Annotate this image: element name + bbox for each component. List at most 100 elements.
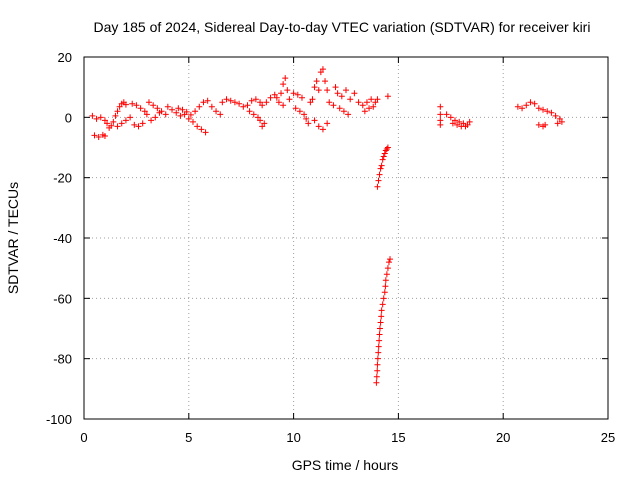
data-point xyxy=(384,265,391,272)
data-point xyxy=(382,277,389,284)
data-point xyxy=(443,111,450,118)
data-point xyxy=(208,103,215,110)
data-point xyxy=(219,99,226,106)
data-point xyxy=(373,373,380,380)
data-point xyxy=(139,120,146,127)
data-point xyxy=(162,111,169,118)
y-tick-labels: -100 -80 -60 -40 -20 0 20 xyxy=(46,50,72,427)
data-point xyxy=(198,126,205,133)
data-point xyxy=(122,101,129,108)
data-point xyxy=(381,150,388,157)
data-point xyxy=(290,90,297,97)
data-point xyxy=(164,103,171,110)
data-point xyxy=(552,112,559,119)
data-point xyxy=(246,108,253,115)
data-point xyxy=(376,331,383,338)
data-point xyxy=(217,111,224,118)
data-point xyxy=(141,108,148,115)
data-point xyxy=(169,106,176,113)
data-point xyxy=(104,120,111,127)
data-point xyxy=(257,117,264,124)
data-point xyxy=(319,126,326,133)
data-point xyxy=(257,99,264,106)
data-point xyxy=(271,91,278,98)
x-tick-label: 20 xyxy=(496,430,510,445)
data-point xyxy=(374,355,381,362)
data-point xyxy=(112,112,119,119)
data-point xyxy=(261,120,268,127)
data-point xyxy=(383,271,390,278)
data-point xyxy=(373,379,380,386)
data-point xyxy=(148,117,155,124)
x-tick-label: 10 xyxy=(286,430,300,445)
y-tick-label: -80 xyxy=(53,352,72,367)
data-point xyxy=(380,153,387,160)
data-point xyxy=(196,103,203,110)
data-point xyxy=(540,106,547,113)
data-point xyxy=(91,132,98,139)
data-point xyxy=(379,301,386,308)
data-point xyxy=(376,171,383,178)
data-point xyxy=(315,87,322,94)
data-point xyxy=(519,105,526,112)
data-point xyxy=(372,99,379,106)
data-point xyxy=(101,117,108,124)
data-point xyxy=(375,177,382,184)
data-point xyxy=(231,99,238,106)
data-point xyxy=(114,123,121,130)
data-point xyxy=(460,120,467,127)
data-point xyxy=(179,106,186,113)
y-axis-label: SDTVAR / TECUs xyxy=(5,182,21,294)
data-point xyxy=(267,94,274,101)
data-point xyxy=(185,115,192,122)
data-point xyxy=(173,109,180,116)
data-point xyxy=(351,90,358,97)
data-point xyxy=(93,115,100,122)
data-point xyxy=(319,66,326,73)
data-point xyxy=(437,111,444,118)
data-point xyxy=(108,122,115,129)
data-point xyxy=(133,102,140,109)
data-point xyxy=(378,307,385,314)
data-point xyxy=(240,103,247,110)
data-point xyxy=(535,105,542,112)
data-point xyxy=(252,96,259,103)
data-point xyxy=(292,105,299,112)
data-point xyxy=(294,91,301,98)
data-point xyxy=(156,109,163,116)
data-point xyxy=(382,283,389,290)
data-point xyxy=(154,105,161,112)
data-point xyxy=(280,102,287,109)
data-point xyxy=(359,102,366,109)
data-point xyxy=(458,123,465,130)
data-point xyxy=(200,99,207,106)
data-point xyxy=(343,87,349,94)
data-point xyxy=(116,103,123,110)
data-point xyxy=(129,100,136,107)
x-tick-label: 0 xyxy=(80,430,87,445)
data-point xyxy=(152,114,159,121)
data-point xyxy=(145,99,152,106)
data-point xyxy=(301,111,308,118)
data-point xyxy=(254,114,261,121)
data-point xyxy=(456,118,463,125)
data-point xyxy=(345,111,352,118)
data-point xyxy=(379,156,386,163)
data-point xyxy=(194,123,201,130)
data-point xyxy=(248,97,255,104)
data-point xyxy=(250,111,257,118)
data-point xyxy=(189,118,196,125)
data-point xyxy=(213,108,220,115)
data-point xyxy=(298,94,305,101)
data-point xyxy=(437,121,444,128)
data-point xyxy=(143,111,150,118)
data-point xyxy=(377,165,384,172)
data-point xyxy=(376,337,383,344)
x-tick-label: 15 xyxy=(391,430,405,445)
data-point xyxy=(280,81,287,88)
y-tick-label: -100 xyxy=(46,412,72,427)
data-point xyxy=(150,102,157,109)
data-point xyxy=(340,108,347,115)
data-point xyxy=(97,114,104,121)
